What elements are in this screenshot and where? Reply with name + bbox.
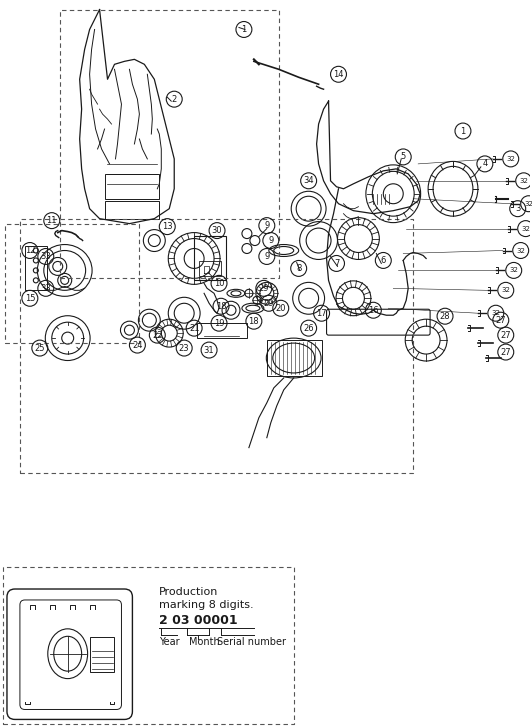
Text: marking 8 digits.: marking 8 digits. (159, 600, 254, 610)
Text: 24: 24 (132, 341, 143, 349)
Text: 32: 32 (492, 310, 500, 316)
Text: 11: 11 (46, 216, 57, 225)
Text: 30: 30 (212, 226, 222, 235)
Text: 31: 31 (204, 346, 214, 355)
Text: 10: 10 (214, 279, 225, 288)
Text: 32: 32 (506, 156, 515, 162)
Text: 27: 27 (495, 316, 506, 325)
Text: 20: 20 (276, 304, 286, 313)
Text: 1: 1 (460, 127, 466, 135)
Text: 33: 33 (40, 284, 51, 293)
Text: 15: 15 (24, 294, 35, 303)
Text: 12: 12 (24, 246, 35, 255)
Text: 13: 13 (162, 222, 172, 231)
Text: 27: 27 (501, 347, 511, 357)
Text: 3: 3 (515, 204, 520, 213)
Text: 23: 23 (179, 344, 189, 352)
Text: 8: 8 (296, 264, 301, 273)
Bar (89, 637, 114, 672)
Text: 14: 14 (333, 70, 344, 79)
Text: 32: 32 (509, 267, 518, 274)
Bar (199, 261, 221, 277)
Bar (197, 323, 247, 338)
Bar (194, 236, 226, 280)
Text: 19: 19 (214, 319, 225, 328)
Text: 32: 32 (521, 226, 530, 232)
Text: Year: Year (159, 637, 180, 646)
Text: 4: 4 (482, 159, 487, 168)
Text: 6: 6 (380, 256, 386, 265)
Bar (25, 245, 47, 290)
Text: 5: 5 (401, 152, 406, 162)
Text: 2: 2 (172, 95, 177, 103)
Text: 18: 18 (248, 317, 259, 325)
Bar (105, 201, 159, 218)
Text: 25: 25 (35, 344, 45, 352)
Text: 26: 26 (303, 324, 314, 333)
Text: 29: 29 (259, 284, 269, 293)
Bar (105, 174, 159, 199)
Text: 17: 17 (316, 309, 327, 317)
Text: Month: Month (189, 637, 220, 646)
Text: 9: 9 (268, 236, 273, 245)
Text: 9: 9 (264, 221, 269, 230)
Text: 33: 33 (40, 252, 51, 261)
Text: 29: 29 (263, 298, 274, 308)
Text: 28: 28 (440, 312, 451, 321)
Text: 32: 32 (501, 288, 510, 293)
Text: 21: 21 (189, 324, 200, 333)
Text: 1: 1 (242, 25, 246, 34)
Text: 18: 18 (215, 301, 226, 311)
Text: 32: 32 (519, 178, 528, 183)
Text: 32: 32 (524, 201, 532, 207)
Text: 9: 9 (264, 252, 269, 261)
Text: 27: 27 (501, 331, 511, 340)
Text: 7: 7 (334, 259, 339, 268)
Bar (267, 340, 321, 376)
Text: 22: 22 (152, 331, 163, 340)
Text: 16: 16 (368, 306, 379, 314)
Text: 2 03 00001: 2 03 00001 (159, 614, 238, 627)
Text: Serial number: Serial number (217, 637, 286, 646)
Text: 34: 34 (303, 176, 314, 186)
Text: Production: Production (159, 587, 219, 597)
Text: 32: 32 (516, 248, 525, 253)
